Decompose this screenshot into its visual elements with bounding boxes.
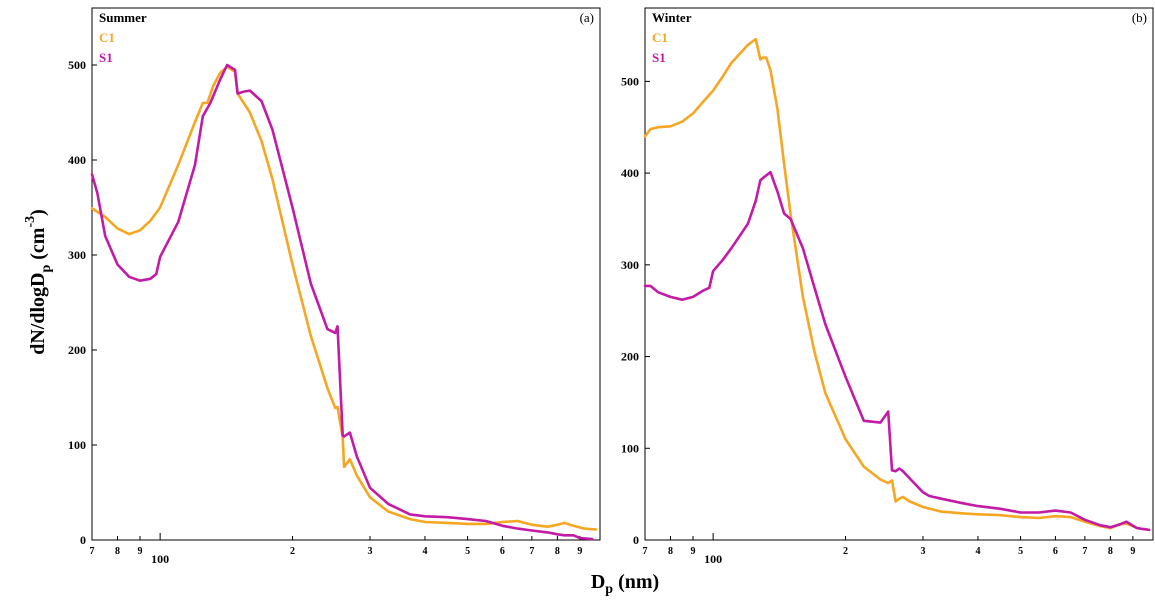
x-tick-label: 8 bbox=[668, 546, 673, 557]
panel-winter: 0 100 200 300 400 500 7 8 9 100 2 3 4 5 6 7 8 9 Winter C… bbox=[621, 7, 1154, 566]
y-tick-label: 200 bbox=[621, 350, 639, 364]
y-axis-title-close: ) bbox=[27, 209, 49, 216]
y-tick-label: 400 bbox=[68, 153, 86, 167]
y-axis: 0 100 200 300 400 500 bbox=[621, 74, 650, 547]
x-tick-label: 9 bbox=[577, 546, 582, 557]
x-axis-title: Dp (nm) bbox=[591, 571, 659, 597]
panel-summer: 0 100 200 300 400 500 7 8 9 100 2 3 4 5 6 7 8 9 Summer C… bbox=[68, 7, 601, 566]
x-tick-label: 8 bbox=[555, 546, 560, 557]
x-tick-label: 7 bbox=[1082, 546, 1087, 557]
x-axis-title-main: D bbox=[591, 571, 605, 593]
x-tick-label: 7 bbox=[643, 546, 648, 557]
y-tick-label: 300 bbox=[68, 248, 86, 262]
x-axis: 7 8 9 100 2 3 4 5 6 7 8 9 bbox=[90, 533, 582, 566]
plot-frame bbox=[644, 7, 1154, 541]
x-tick-label: 8 bbox=[115, 546, 120, 557]
x-tick-label: 6 bbox=[1053, 546, 1058, 557]
x-tick-label: 7 bbox=[529, 546, 534, 557]
y-tick-label: 400 bbox=[621, 166, 639, 180]
y-tick-label: 200 bbox=[68, 343, 86, 357]
y-axis-title: dN/dlogDp (cm-3) bbox=[23, 209, 54, 355]
y-tick-label: 0 bbox=[633, 533, 639, 547]
y-tick-label: 500 bbox=[621, 74, 639, 88]
x-tick-label: 4 bbox=[975, 546, 980, 557]
series-line-c1 bbox=[90, 65, 598, 531]
legend-entry-c1: C1 bbox=[99, 30, 115, 45]
x-tick-label: 4 bbox=[422, 546, 427, 557]
y-tick-label: 0 bbox=[80, 533, 86, 547]
x-tick-label: 2 bbox=[290, 546, 295, 557]
legend-entry-c1: C1 bbox=[652, 30, 668, 45]
x-axis-title-unit: (nm) bbox=[613, 571, 659, 593]
x-tick-label: 3 bbox=[921, 546, 926, 557]
series-line-s1 bbox=[643, 170, 1151, 532]
series-lines bbox=[90, 63, 598, 541]
x-tick-label: 100 bbox=[704, 552, 722, 566]
x-tick-label: 9 bbox=[691, 546, 696, 557]
panel-label: (a) bbox=[580, 10, 594, 25]
x-tick-label: 5 bbox=[1018, 546, 1023, 557]
y-tick-label: 300 bbox=[621, 258, 639, 272]
series-lines bbox=[643, 37, 1151, 532]
y-axis-title-sup: -3 bbox=[23, 216, 38, 228]
y-axis-title-unit: (cm bbox=[27, 227, 49, 265]
x-axis: 7 8 9 100 2 3 4 5 6 7 8 9 bbox=[643, 533, 1135, 566]
x-tick-label: 9 bbox=[138, 546, 143, 557]
legend-entry-s1: S1 bbox=[99, 50, 113, 65]
x-tick-label: 9 bbox=[1130, 546, 1135, 557]
panel-label: (b) bbox=[1132, 10, 1147, 25]
y-axis-title-main: dN/dlogD bbox=[27, 273, 49, 355]
x-tick-label: 5 bbox=[465, 546, 470, 557]
series-line-s1 bbox=[90, 63, 594, 541]
y-tick-label: 100 bbox=[621, 441, 639, 455]
y-tick-label: 100 bbox=[68, 438, 86, 452]
plot-frame bbox=[91, 7, 601, 541]
panel-title: Winter bbox=[652, 10, 692, 25]
y-axis: 0 100 200 300 400 500 bbox=[68, 58, 97, 547]
x-tick-label: 7 bbox=[90, 546, 95, 557]
y-axis-title-sub: p bbox=[39, 265, 54, 273]
panel-title: Summer bbox=[99, 10, 147, 25]
y-tick-label: 500 bbox=[68, 58, 86, 72]
x-tick-label: 8 bbox=[1108, 546, 1113, 557]
x-tick-label: 100 bbox=[151, 552, 169, 566]
series-line-c1 bbox=[643, 37, 1151, 532]
x-tick-label: 3 bbox=[368, 546, 373, 557]
x-tick-label: 6 bbox=[500, 546, 505, 557]
x-axis-title-sub: p bbox=[605, 582, 613, 597]
x-tick-label: 2 bbox=[843, 546, 848, 557]
legend-entry-s1: S1 bbox=[652, 50, 666, 65]
